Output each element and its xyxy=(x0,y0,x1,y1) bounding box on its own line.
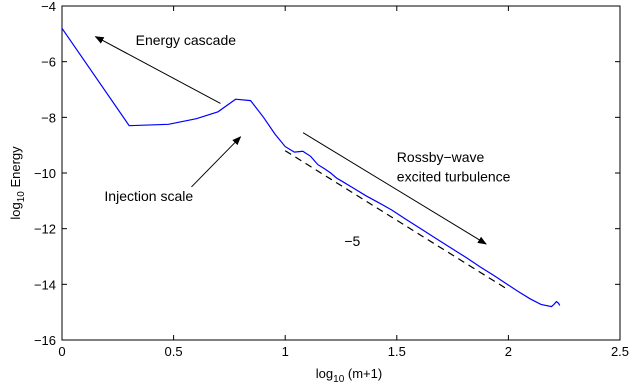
x-tick-label: 2 xyxy=(505,344,512,359)
y-axis-label: log10 Energy xyxy=(8,146,27,220)
y-tick-label: −8 xyxy=(41,110,56,125)
x-axis-label: log10 (m+1) xyxy=(316,366,382,385)
x-tick-label: 0.5 xyxy=(165,344,183,359)
x-tick-label: 1.5 xyxy=(388,344,406,359)
annotation-text: excited turbulence xyxy=(397,168,511,184)
series-layer xyxy=(61,27,561,308)
x-tick-label: 1 xyxy=(282,344,289,359)
annotation-layer: Energy cascade Injection scale Rossby−wave… xyxy=(104,32,510,249)
y-tick-label: −6 xyxy=(41,55,56,70)
y-tick-label: −10 xyxy=(34,166,56,181)
slope-reference-line xyxy=(284,150,509,291)
annotation-text: Rossby−wave xyxy=(397,149,485,165)
plot-frame xyxy=(61,5,621,341)
y-axis: −16 −14 −12 −10 −8 −6 −4 xyxy=(34,0,620,348)
x-tick-label: 2.5 xyxy=(611,344,629,359)
annotation-text: −5 xyxy=(344,233,360,249)
annotation-arrow xyxy=(94,36,221,104)
x-tick-label: 0 xyxy=(58,344,65,359)
x-axis: 0 0.5 1 1.5 2 2.5 xyxy=(58,6,629,359)
annotation-text: Injection scale xyxy=(104,188,193,204)
annotation-text: Energy cascade xyxy=(136,32,237,48)
y-tick-label: −4 xyxy=(41,0,56,14)
annotation-arrow xyxy=(302,132,487,245)
annotation-arrow xyxy=(191,136,242,188)
energy-spectrum-line xyxy=(61,27,561,308)
y-tick-label: −12 xyxy=(34,222,56,237)
arrow-layer xyxy=(94,36,487,245)
y-tick-label: −14 xyxy=(34,277,56,292)
y-tick-label: −16 xyxy=(34,333,56,348)
